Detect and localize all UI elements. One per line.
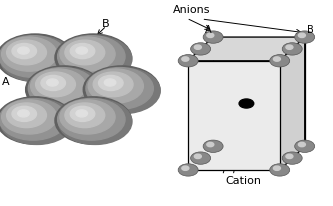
Circle shape	[282, 152, 302, 164]
Circle shape	[26, 66, 102, 113]
Circle shape	[282, 43, 302, 55]
Circle shape	[12, 43, 37, 59]
Circle shape	[76, 110, 88, 117]
Circle shape	[203, 31, 223, 43]
Circle shape	[12, 106, 37, 122]
Text: B: B	[307, 25, 314, 35]
Circle shape	[70, 106, 95, 122]
Circle shape	[29, 68, 103, 114]
Circle shape	[270, 164, 290, 176]
Circle shape	[2, 37, 57, 71]
Circle shape	[88, 69, 144, 103]
Circle shape	[207, 142, 214, 147]
Circle shape	[239, 99, 254, 108]
Text: Cation: Cation	[225, 176, 261, 186]
Polygon shape	[188, 61, 280, 170]
Circle shape	[194, 154, 201, 159]
Circle shape	[273, 57, 280, 61]
Text: B: B	[102, 19, 109, 29]
Circle shape	[58, 36, 125, 77]
Circle shape	[65, 103, 105, 128]
Circle shape	[31, 69, 86, 103]
Circle shape	[2, 100, 57, 134]
Circle shape	[270, 55, 290, 67]
Circle shape	[83, 66, 160, 113]
Circle shape	[0, 36, 67, 77]
Circle shape	[99, 75, 123, 91]
Circle shape	[190, 43, 210, 55]
Circle shape	[182, 166, 189, 170]
Circle shape	[60, 37, 115, 71]
Circle shape	[58, 99, 132, 144]
Circle shape	[0, 97, 73, 144]
Circle shape	[295, 31, 315, 43]
Circle shape	[55, 97, 132, 144]
Circle shape	[76, 47, 88, 54]
Circle shape	[286, 154, 293, 159]
Circle shape	[58, 98, 125, 140]
Circle shape	[7, 103, 47, 128]
Circle shape	[295, 140, 315, 152]
Circle shape	[60, 100, 115, 134]
Circle shape	[194, 45, 201, 49]
Circle shape	[178, 164, 198, 176]
Circle shape	[36, 72, 76, 97]
Circle shape	[182, 57, 189, 61]
Circle shape	[7, 40, 47, 65]
Circle shape	[0, 34, 73, 81]
Circle shape	[18, 110, 29, 117]
Circle shape	[298, 142, 305, 147]
Circle shape	[104, 79, 116, 86]
Circle shape	[93, 72, 133, 97]
Circle shape	[87, 68, 160, 114]
Circle shape	[28, 68, 96, 109]
Polygon shape	[188, 37, 305, 61]
Circle shape	[0, 99, 74, 144]
Text: A: A	[205, 25, 211, 35]
Circle shape	[47, 79, 58, 86]
Circle shape	[298, 33, 305, 37]
Polygon shape	[280, 37, 305, 170]
Circle shape	[178, 55, 198, 67]
Text: Anions: Anions	[173, 5, 210, 15]
Circle shape	[207, 33, 214, 37]
Circle shape	[41, 75, 66, 91]
Circle shape	[86, 68, 153, 109]
Circle shape	[286, 45, 293, 49]
Circle shape	[0, 36, 74, 82]
Circle shape	[190, 152, 210, 164]
Circle shape	[273, 166, 280, 170]
Circle shape	[0, 98, 67, 140]
Circle shape	[55, 34, 132, 81]
Text: A: A	[2, 77, 9, 87]
Circle shape	[18, 47, 29, 54]
Circle shape	[203, 140, 223, 152]
Circle shape	[70, 43, 95, 59]
Circle shape	[58, 36, 132, 82]
Circle shape	[65, 40, 105, 65]
